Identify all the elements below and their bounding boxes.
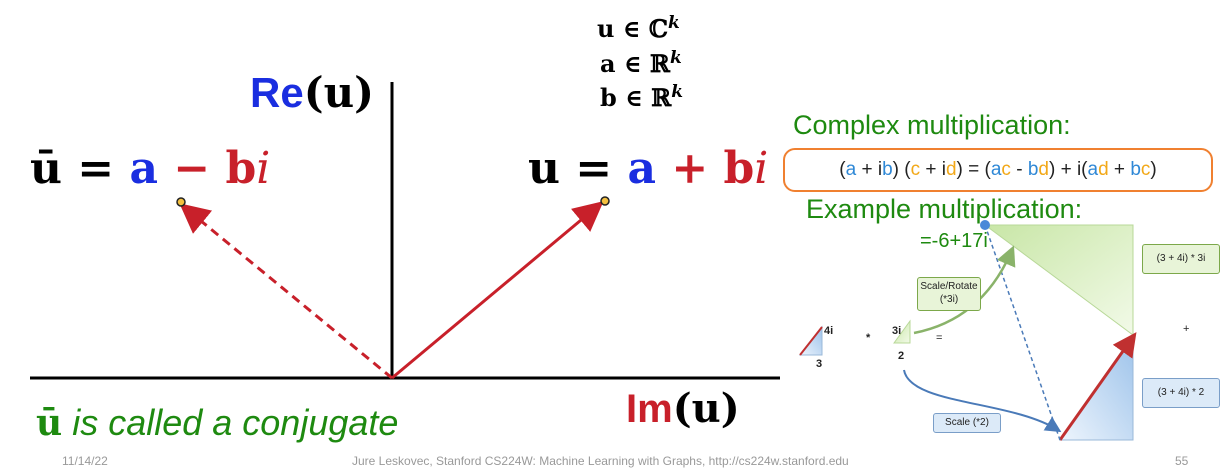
- small-triangle-1-hyp: [799, 326, 823, 356]
- formula-part: + i: [920, 159, 946, 180]
- conjugate-caption: ū is called a conjugate: [36, 402, 398, 444]
- complex-mult-formula: (a + ib) (c + id) = (ac - bd) + i(ad + b…: [783, 148, 1213, 192]
- conjugate-i: i: [256, 143, 271, 194]
- example-result: =-6+17i: [920, 230, 988, 252]
- formula-part: a: [1087, 159, 1099, 180]
- re-arg: (u): [303, 68, 374, 117]
- conjugate-equation: ū = a − bi: [30, 143, 270, 194]
- part2-box: (3 + 4i) * 2: [1142, 378, 1220, 408]
- formula-part: ) (: [892, 159, 911, 180]
- b-set-superscript: k: [671, 82, 683, 102]
- formula-part: a: [845, 159, 857, 180]
- formula-part: +: [1108, 159, 1131, 180]
- complex-mult-heading: Complex multiplication:: [793, 110, 1071, 140]
- conjugate-b: b: [225, 143, 257, 194]
- plus-sign: +: [1183, 323, 1190, 335]
- result-point: [980, 220, 990, 230]
- imaginary-axis-label: Im(u): [626, 385, 740, 432]
- tri2-base-label: 2: [898, 350, 905, 362]
- formula-part: ) + i(: [1048, 159, 1088, 180]
- footer-page-number: 55: [1175, 454, 1189, 468]
- formula-part: b: [882, 159, 893, 180]
- a-set-membership: a ∈ ℝk: [600, 43, 682, 79]
- tri1-base-label: 3: [816, 358, 823, 370]
- scale-box: Scale (*2): [933, 413, 1001, 433]
- u-vector-arrow: [391, 201, 604, 380]
- vector-op: +: [656, 143, 724, 194]
- vector-lhs: u =: [528, 143, 628, 194]
- formula-part: c: [910, 159, 921, 180]
- ubar-point: [176, 197, 186, 207]
- conjugate-op: −: [158, 143, 226, 194]
- green-triangle-large: [983, 224, 1134, 336]
- example-illustration: [798, 220, 1137, 441]
- scale-rotate-box: Scale/Rotate (*3i): [917, 277, 981, 311]
- formula-part: (: [839, 159, 846, 180]
- a-set-superscript: k: [669, 48, 682, 68]
- u-set-superscript: k: [668, 13, 680, 33]
- equals-sign: =: [936, 332, 943, 344]
- small-triangle-2: [893, 319, 911, 344]
- u-set-text: u ∈ ℂ: [597, 14, 669, 43]
- real-axis-label: Re(u): [250, 68, 374, 117]
- formula-part: a: [990, 159, 1002, 180]
- ubar-vector-arrow: [179, 203, 393, 380]
- tri1-side-label: 4i: [824, 325, 834, 337]
- formula-part: d: [945, 159, 957, 180]
- formula-part: + i: [856, 159, 883, 180]
- u-set-membership: u ∈ ℂk: [597, 8, 680, 44]
- result-vector: [1058, 332, 1137, 441]
- im-text: Im: [626, 387, 673, 431]
- vector-a: a: [627, 143, 657, 194]
- part1-box: (3 + 4i) * 3i: [1142, 244, 1220, 274]
- formula-part: ): [1150, 159, 1157, 180]
- a-set-text: a ∈ ℝ: [600, 49, 670, 78]
- caption-symbol: ū: [36, 402, 63, 444]
- formula-part: ) = (: [956, 159, 991, 180]
- caption-text: is called a conjugate: [62, 402, 399, 443]
- re-text: Re: [250, 69, 304, 116]
- formula-part: d: [1038, 159, 1049, 180]
- formula-part: b: [1130, 159, 1141, 180]
- example-mult-heading: Example multiplication:: [806, 194, 1083, 224]
- footer-credit: Jure Leskovec, Stanford CS224W: Machine …: [352, 454, 849, 468]
- vector-equation: u = a + bi: [528, 143, 768, 194]
- times-sign: *: [866, 332, 871, 344]
- u-point: [600, 196, 610, 206]
- vector-i: i: [754, 143, 769, 194]
- vector-b: b: [723, 143, 755, 194]
- b-set-membership: b ∈ ℝk: [600, 77, 683, 113]
- tri2-side-label: 3i: [892, 325, 902, 337]
- scale-arrow: [903, 369, 1062, 433]
- conjugate-lhs: ū =: [30, 143, 130, 194]
- formula-part: c: [1140, 159, 1151, 180]
- im-arg: (u): [672, 385, 740, 432]
- b-set-text: b ∈ ℝ: [600, 83, 672, 112]
- footer-date: 11/14/22: [62, 454, 108, 468]
- formula-part: c: [1001, 159, 1011, 180]
- formula-part: -: [1010, 159, 1028, 180]
- formula-part: d: [1098, 159, 1109, 180]
- conjugate-a: a: [129, 143, 159, 194]
- formula-part: b: [1027, 159, 1039, 180]
